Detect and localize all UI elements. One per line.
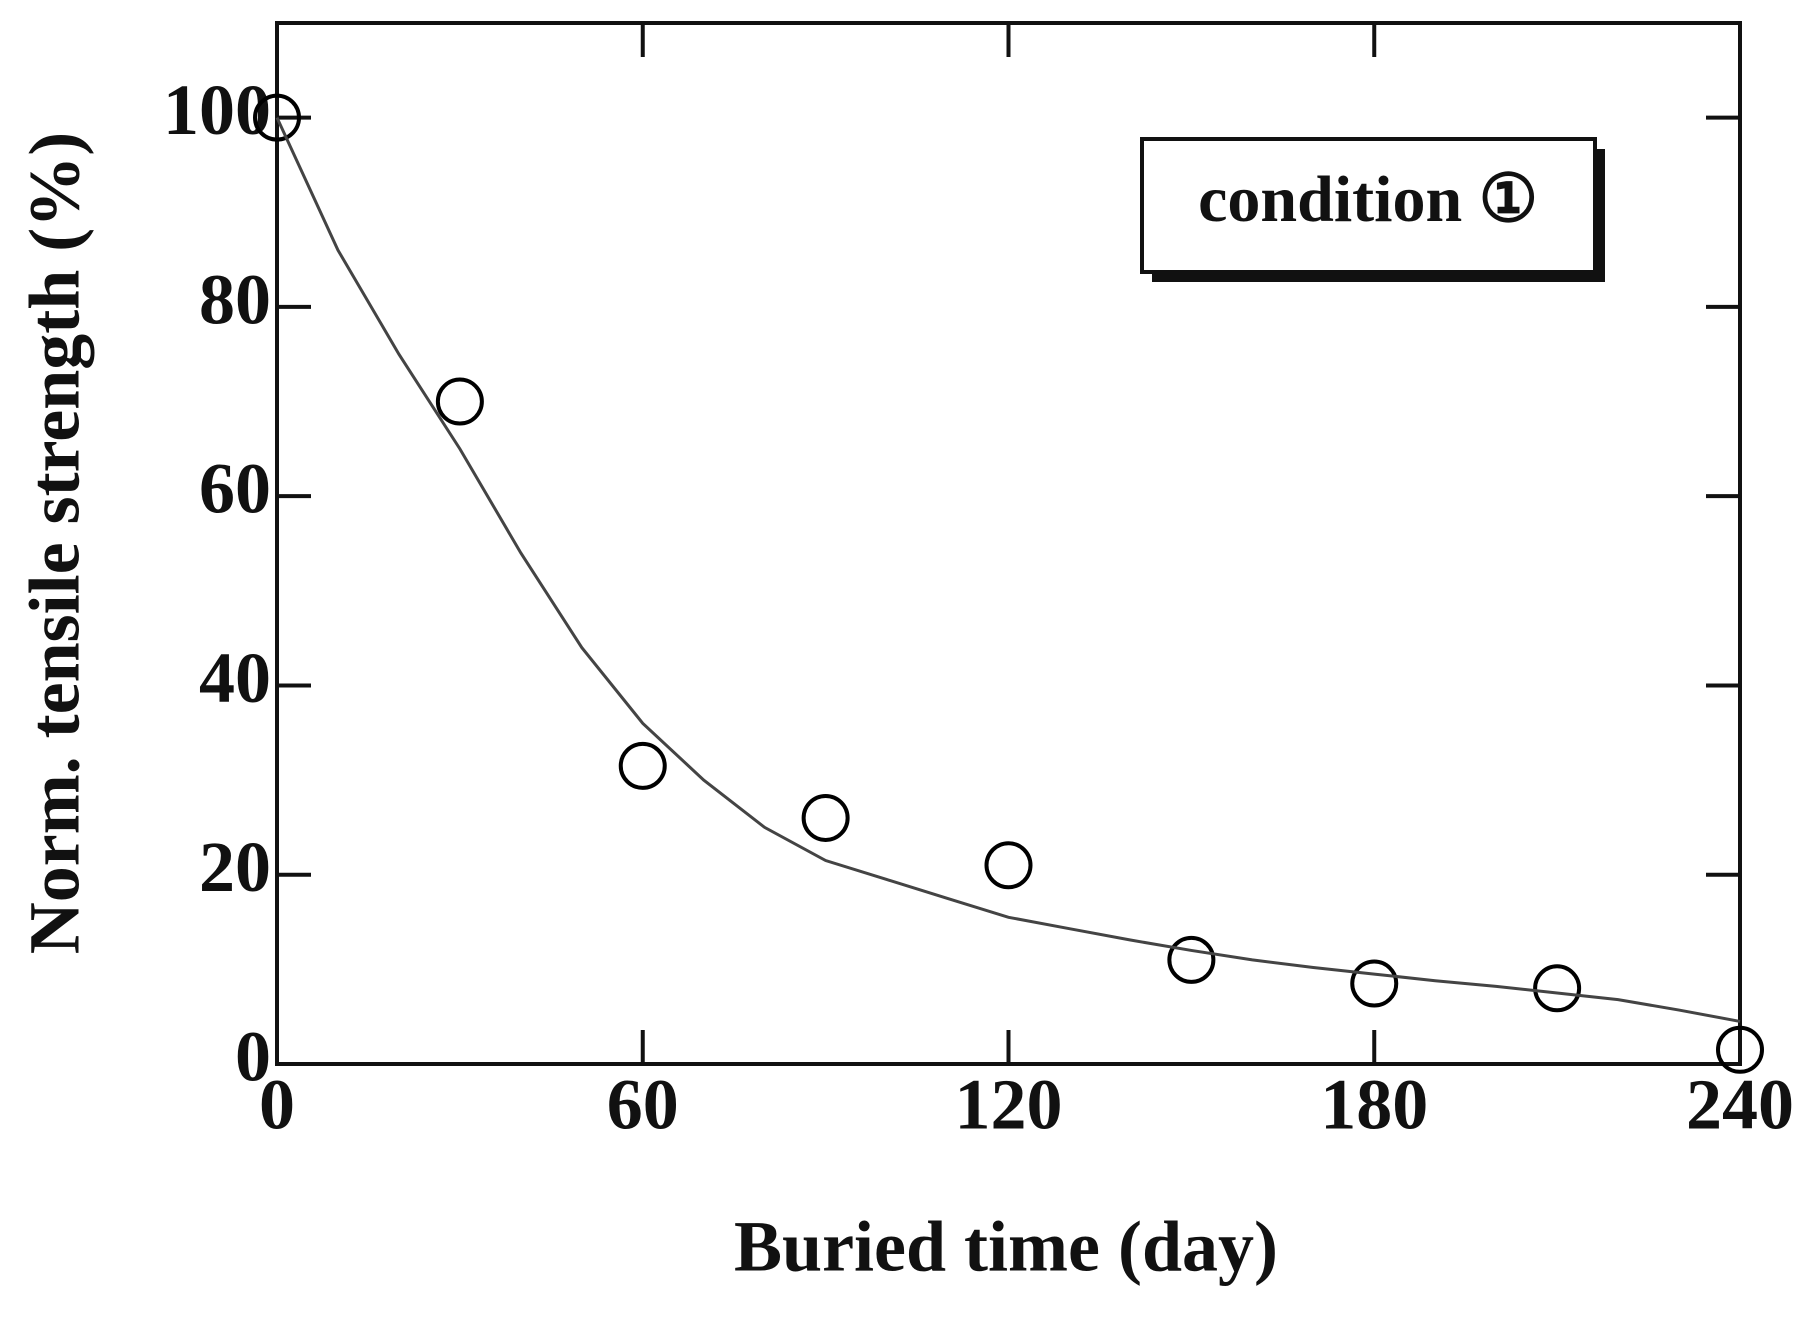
data-point [1350,959,1399,1008]
y-tick-label: 20 [199,827,271,907]
data-point [1716,1025,1764,1074]
legend-box [1140,137,1597,274]
data-point [253,93,301,142]
data-point [1533,964,1582,1013]
y-tick-label: 40 [199,638,271,718]
y-axis-label: Norm. tensile strength (%) [15,132,95,955]
x-tick-label: 180 [1320,1065,1428,1145]
y-tick-label: 100 [163,70,271,150]
y-tick-label: 80 [199,259,271,339]
y-tick-label: 60 [199,449,271,529]
x-tick-label: 120 [955,1065,1063,1145]
data-point [984,841,1033,890]
data-point [1167,935,1216,984]
x-axis-label: Buried time (day) [734,1207,1278,1287]
x-tick-label: 60 [607,1065,679,1145]
x-tick-label: 0 [259,1065,295,1145]
data-point [435,377,484,426]
x-tick-label: 240 [1686,1065,1794,1145]
data-point [801,793,850,842]
fit-curve [275,117,1741,1023]
legend-label: condition ① [1198,163,1538,236]
y-tick-label: 0 [235,1017,271,1097]
data-point [618,741,667,790]
